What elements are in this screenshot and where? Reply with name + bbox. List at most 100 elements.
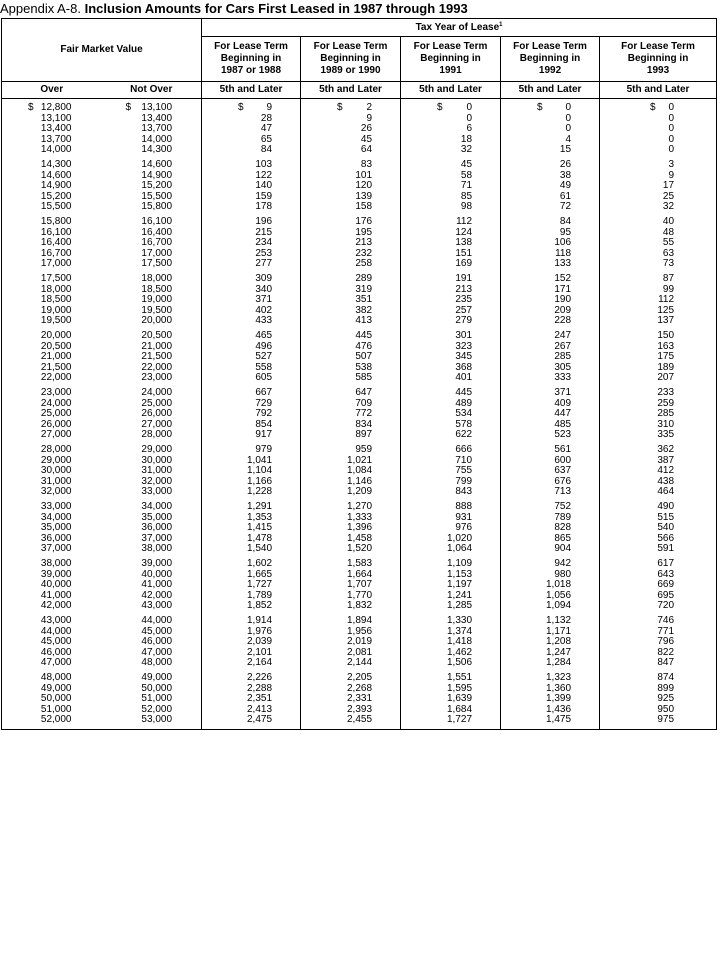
cell-value: 14,000 [141, 134, 173, 145]
inclusion-amount-cell: 124 [400, 227, 502, 238]
inclusion-amount-cell: 1,084 [300, 466, 402, 477]
inclusion-amount-cell: 112 [400, 217, 502, 228]
inclusion-amount-cell: 822 [599, 647, 718, 658]
not-over-cell: 14,000 [101, 134, 203, 145]
lease-term-line: 1993 [646, 65, 670, 76]
inclusion-amount-cell: 1,166 [201, 476, 302, 487]
inclusion-amount-cell: 401 [400, 373, 502, 384]
group-spacer [1, 497, 718, 502]
lease-term-line: 1989 or 1990 [320, 65, 381, 76]
over-cell: 15,200 [1, 191, 102, 202]
cell-value: 351 [355, 295, 373, 305]
inclusion-amount-cell: 1,540 [201, 544, 302, 555]
cell-value: 643 [657, 569, 675, 580]
over-cell: 38,000 [1, 559, 102, 570]
inclusion-amount-cell: 32 [400, 145, 502, 156]
cell-value: 2,475 [246, 715, 273, 725]
inclusion-amount-cell: 617 [599, 559, 718, 570]
cell-value: 1,707 [346, 580, 373, 590]
dollar-sign: $ [537, 102, 543, 113]
table-row: 26,000 27,000 854 834 578 485 310 [1, 419, 718, 430]
cell-value: 1,832 [346, 601, 373, 611]
inclusion-amount-cell: 1,520 [300, 544, 402, 555]
not-over-cell: 45,000 [101, 626, 203, 637]
cell-value: 729 [255, 398, 273, 409]
not-over-cell: 49,000 [101, 673, 203, 684]
cell-value: 15 [559, 145, 572, 155]
cell-value: 47,000 [141, 647, 173, 658]
inclusion-amount-cell: 99 [599, 284, 718, 295]
cell-value: 1,639 [446, 694, 473, 704]
over-cell: 14,600 [1, 170, 102, 181]
inclusion-amount-cell: 676 [500, 476, 601, 487]
over-cell: 14,900 [1, 181, 102, 192]
inclusion-amount-cell: 2,144 [300, 658, 402, 669]
cell-value: 2,226 [246, 673, 273, 683]
cell-value: 1,976 [246, 626, 273, 637]
over-cell: 33,000 [1, 502, 102, 513]
group-spacer [1, 554, 718, 559]
cell-value: 13,100 [141, 102, 173, 113]
cell-value: 4 [565, 134, 572, 145]
table-row: 18,000 18,500 340 319 213 171 99 [1, 284, 718, 295]
not-over-cell: 42,000 [101, 590, 203, 601]
table-row: 41,000 42,000 1,789 1,770 1,241 1,056 695 [1, 590, 718, 601]
cell-value: 2,413 [246, 704, 273, 715]
inclusion-amount-cell: 865 [500, 533, 601, 544]
inclusion-amount-cell: 695 [599, 590, 718, 601]
cell-value: 340 [255, 284, 273, 295]
dollar-sign: $ [238, 102, 244, 113]
cell-value: 622 [455, 430, 473, 440]
inclusion-amount-cell: 409 [500, 398, 601, 409]
cell-value: 235 [455, 295, 473, 305]
cell-value: 464 [657, 487, 675, 497]
over-cell: 50,000 [1, 694, 102, 705]
inclusion-amount-cell: 523 [500, 430, 601, 441]
cell-value: 23,000 [141, 373, 173, 383]
cell-value: 26 [559, 160, 572, 170]
cell-value: 45 [360, 134, 373, 145]
cell-value: 2,039 [246, 637, 273, 647]
cell-value: 1,208 [545, 637, 572, 647]
inclusion-amount-cell: 26 [300, 124, 402, 135]
cell-value: 106 [554, 238, 572, 248]
dollar-sign: $ [337, 102, 343, 113]
cell-value: 9 [668, 170, 675, 181]
inclusion-amount-cell: 9 [300, 113, 402, 124]
inclusion-amount-cell: 2,455 [300, 715, 402, 730]
inclusion-amount-cell: 1,360 [500, 683, 601, 694]
inclusion-amount-cell: 1,478 [201, 533, 302, 544]
cell-value: 9 [266, 102, 273, 113]
cell-value: 50,000 [141, 683, 173, 694]
inclusion-amount-cell: 289 [300, 274, 402, 285]
cell-value: 0 [668, 102, 675, 113]
not-over-cell: 32,000 [101, 476, 203, 487]
cell-value: 45,000 [40, 637, 72, 647]
inclusion-amount-cell: 1,209 [300, 487, 402, 498]
cell-value: 1,166 [246, 476, 273, 487]
table-row: 23,000 24,000 667 647 445 371 233 [1, 388, 718, 399]
over-cell: 23,000 [1, 388, 102, 399]
cell-value: 476 [355, 341, 373, 352]
inclusion-amount-cell: 133 [500, 259, 601, 270]
over-cell: 28,000 [1, 445, 102, 456]
cell-value: 253 [255, 248, 273, 259]
inclusion-amount-cell: 84 [500, 217, 601, 228]
cell-value: 534 [455, 409, 473, 419]
cell-value: 401 [455, 373, 473, 383]
cell-value: 720 [657, 601, 675, 611]
cell-value: 447 [554, 409, 572, 419]
not-over-cell: 53,000 [101, 715, 203, 730]
inclusion-amount-cell: 709 [300, 398, 402, 409]
inclusion-amount-cell: 828 [500, 523, 601, 534]
inclusion-amount-cell: 489 [400, 398, 502, 409]
cell-value: 1,153 [446, 569, 473, 580]
cell-value: 1,727 [446, 715, 473, 725]
cell-value: 175 [657, 352, 675, 362]
inclusion-amount-cell: 643 [599, 569, 718, 580]
cell-value: 125 [657, 305, 675, 316]
inclusion-amount-cell: 25 [599, 191, 718, 202]
cell-value: 13,700 [40, 134, 72, 145]
cell-value: 47 [260, 124, 273, 134]
cell-value: 558 [255, 362, 273, 373]
